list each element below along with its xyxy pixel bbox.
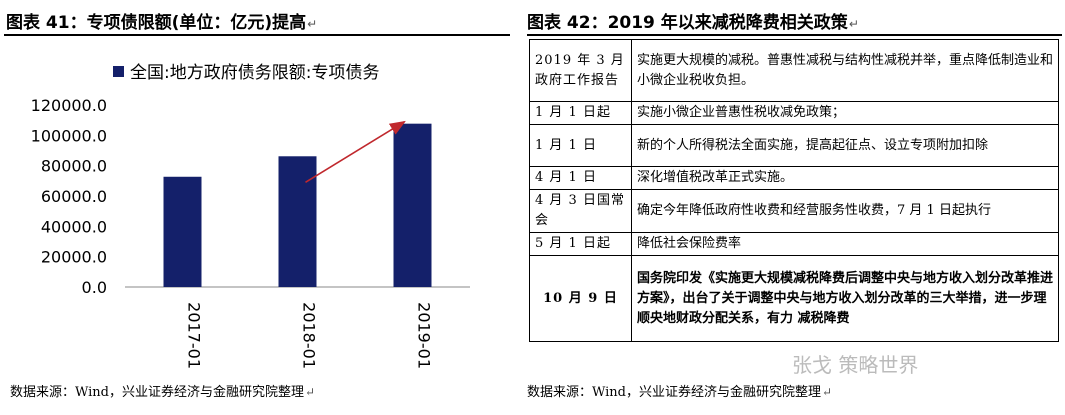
- policy-date: 4 月 1 日: [529, 166, 632, 190]
- policy-date: 10 月 9 日: [529, 255, 632, 342]
- watermark-text: 张戈 策略世界: [792, 353, 919, 377]
- x-tick-label: 2018-01: [300, 302, 319, 369]
- policy-text: 实施小微企业普惠性税收减免政策；: [631, 101, 1059, 125]
- policy-row: 10 月 9 日国务院印发《实施更大规模减税降费后调整中央与地方收入划分改革推进…: [529, 255, 1059, 342]
- title-rule-left: [4, 34, 510, 36]
- table-figure-title: 图表 42：2019 年以来减税降费相关政策↵: [527, 13, 859, 33]
- policy-text: 实施更大规模的减税。普惠性减税与结构性减税并举，重点降低制造业和小微企业税收负担…: [631, 39, 1059, 102]
- policy-row: 2019 年 3 月政府工作报告 实施更大规模的减税。普惠性减税与结构性减税并举，…: [529, 39, 1059, 102]
- y-tick-label: 100000.0: [31, 126, 107, 145]
- policy-row: 1 月 1 日新的个人所得税法全面实施，提高起征点、设立专项附加扣除: [529, 124, 1059, 167]
- trend-arrow: [305, 120, 406, 183]
- policy-row: 4 月 3 日国常会 确定今年降低政府性收费和经营服务性收费，7 月 1 日起执行: [529, 189, 1059, 233]
- y-tick-label: 0.0: [82, 278, 107, 297]
- y-tick-label: 20000.0: [41, 248, 107, 267]
- policy-row: 4 月 1 日深化增值税改革正式实施。: [529, 166, 1059, 190]
- policy-date: 4 月 3 日国常会: [529, 189, 632, 233]
- y-tick-label: 80000.0: [41, 157, 107, 176]
- x-tick-label: 2017-01: [185, 302, 204, 369]
- policy-text: 确定今年降低政府性收费和经营服务性收费，7 月 1 日起执行: [631, 189, 1059, 233]
- policy-text: 国务院印发《实施更大规模减税降费后调整中央与地方收入划分改革推进方案》，出台了关…: [631, 255, 1059, 342]
- policy-date: 1 月 1 日: [529, 124, 632, 167]
- policy-text: 新的个人所得税法全面实施，提高起征点、设立专项附加扣除: [631, 124, 1059, 167]
- title-rule-right: [527, 34, 1062, 36]
- policy-date: 1 月 1 日起: [529, 101, 632, 125]
- bar-chart: 0.0 20000.0 40000.0 60000.0 80000.0 100000.0 1…: [31, 96, 470, 369]
- table-source-note: 数据来源：Wind，兴业证券经济与金融研究院整理↵: [527, 385, 833, 400]
- y-tick-label: 120000.0: [31, 96, 107, 115]
- policy-row: 5 月 1 日起 降低社会保险费率: [529, 232, 1059, 256]
- chart-source-note: 数据来源：Wind，兴业证券经济与金融研究院整理↵: [10, 385, 316, 400]
- policy-row: 1 月 1 日起 实施小微企业普惠性税收减免政策；: [529, 101, 1059, 125]
- policy-text: 深化增值税改革正式实施。: [631, 166, 1059, 190]
- y-tick-label: 60000.0: [41, 187, 107, 206]
- policy-date: 5 月 1 日起: [529, 232, 632, 256]
- x-tick-label: 2019-01: [415, 302, 434, 369]
- legend-swatch: [113, 66, 124, 77]
- policy-table: 2019 年 3 月政府工作报告 实施更大规模的减税。普惠性减税与结构性减税并举，…: [529, 39, 1059, 342]
- chart-figure-title: 图表 41：专项债限额(单位：亿元)提高↵: [6, 13, 318, 33]
- policy-date: 2019 年 3 月政府工作报告: [529, 39, 632, 102]
- y-tick-label: 40000.0: [41, 217, 107, 236]
- chart-legend: 全国:地方政府债务限额:专项债务: [113, 58, 379, 83]
- bar: [163, 176, 202, 287]
- bar: [278, 156, 317, 287]
- bar: [393, 123, 432, 287]
- policy-text: 降低社会保险费率: [631, 232, 1059, 256]
